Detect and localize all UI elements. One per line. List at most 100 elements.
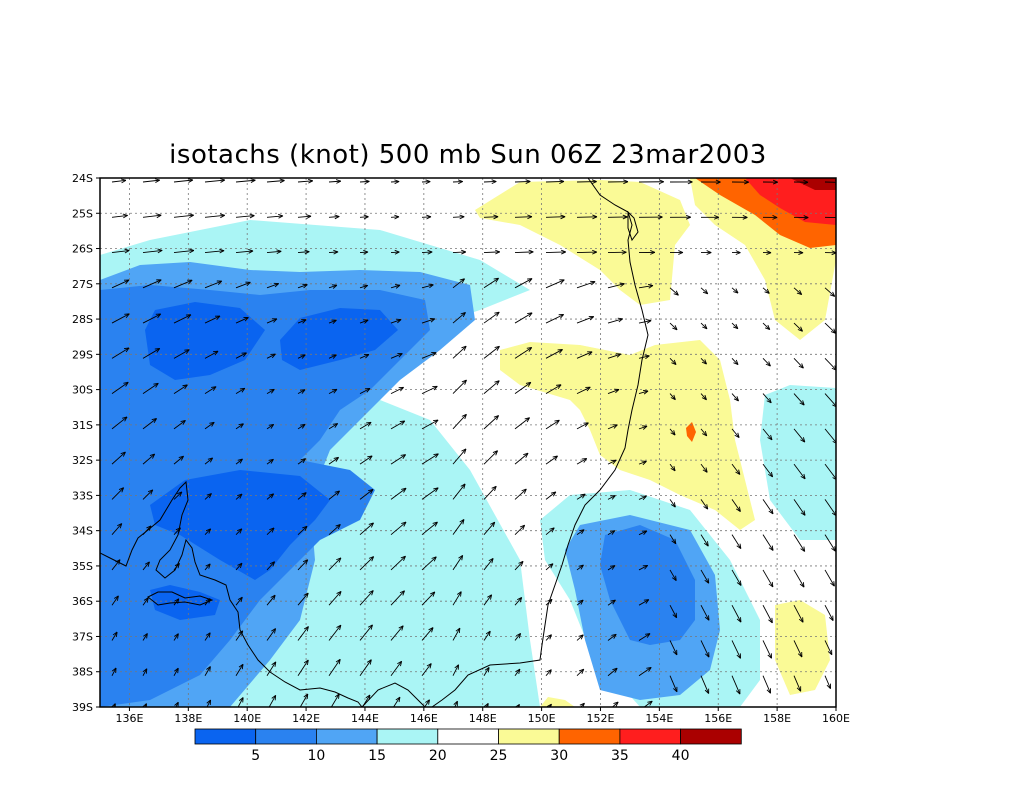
- wind-vector: [390, 521, 407, 536]
- wind-vector-head: [525, 381, 532, 387]
- wind-vector: [204, 563, 211, 571]
- wind-vector: [762, 640, 772, 659]
- wind-vector-head: [733, 288, 739, 294]
- wind-vector-head: [367, 624, 373, 630]
- wind-vector: [266, 318, 278, 324]
- wind-vector: [297, 626, 309, 641]
- wind-vector: [297, 215, 312, 218]
- wind-vector-head: [487, 594, 493, 600]
- wind-vector: [421, 556, 437, 571]
- wind-vector-head: [800, 546, 806, 552]
- colorbar-swatch: [498, 728, 560, 745]
- wind-vector: [297, 354, 306, 359]
- wind-vector-head: [641, 530, 648, 535]
- wind-vector: [361, 694, 371, 707]
- wind-vector: [204, 632, 211, 641]
- wind-vector-head: [613, 701, 619, 707]
- wind-vector-head: [523, 452, 529, 458]
- lon-tick-label: 140E: [233, 712, 261, 725]
- wind-vector: [545, 384, 562, 394]
- wind-vector-head: [187, 279, 193, 285]
- wind-vector-head: [524, 417, 530, 423]
- wind-vector-head: [333, 456, 340, 462]
- wind-vector-head: [644, 354, 650, 360]
- wind-vector: [643, 700, 653, 707]
- wind-vector-head: [241, 352, 247, 357]
- wind-vector-head: [702, 467, 708, 473]
- wind-vector: [824, 393, 836, 407]
- wind-vector-head: [800, 510, 806, 516]
- wind-vector: [206, 699, 211, 707]
- wind-vector-head: [703, 541, 709, 547]
- wind-vector: [328, 524, 341, 536]
- wind-vector-head: [767, 434, 773, 441]
- wind-vector-head: [560, 249, 566, 255]
- wind-vector-head: [302, 525, 308, 532]
- wind-vector-head: [592, 214, 598, 220]
- wind-vector: [545, 491, 557, 500]
- wind-vector: [731, 499, 741, 512]
- wind-vector-head: [621, 249, 627, 255]
- wind-vector-head: [331, 388, 338, 394]
- wind-vector: [328, 251, 339, 253]
- wind-vector: [607, 424, 618, 430]
- wind-vector-head: [526, 347, 533, 352]
- lat-tick-label: 24S: [72, 172, 93, 185]
- wind-vector-head: [245, 281, 251, 287]
- wind-vector: [142, 489, 154, 500]
- wind-vector: [452, 278, 465, 289]
- wind-vector-head: [122, 416, 128, 422]
- colorbar-swatch: [619, 728, 682, 745]
- wind-vector: [638, 355, 650, 359]
- wind-vector: [421, 385, 438, 395]
- wind-vector: [452, 591, 462, 606]
- wind-vector: [514, 181, 531, 183]
- wind-vector-head: [279, 178, 285, 184]
- wind-vector-head: [735, 506, 741, 512]
- wind-vector: [266, 283, 279, 289]
- wind-vector-head: [207, 457, 214, 463]
- wind-vector: [297, 284, 308, 289]
- wind-vector-head: [453, 700, 458, 707]
- wind-vector: [204, 350, 219, 359]
- wind-vector: [762, 463, 773, 478]
- wind-vector-head: [364, 388, 371, 393]
- lat-tick-label: 33S: [72, 489, 93, 502]
- wind-vector-head: [249, 213, 255, 219]
- wind-vector-head: [458, 554, 464, 561]
- lon-tick-label: 146E: [410, 712, 438, 725]
- wind-vector: [328, 423, 338, 430]
- wind-vector-head: [796, 720, 800, 725]
- colorbar-swatch: [194, 728, 257, 745]
- wind-vector: [793, 287, 803, 295]
- wind-vector: [824, 640, 833, 655]
- wind-vector-head: [578, 564, 584, 570]
- wind-vector-head: [397, 660, 403, 667]
- wind-vector: [235, 528, 243, 535]
- wind-vector-head: [799, 582, 805, 588]
- wind-vector: [297, 525, 308, 535]
- lat-lon-grid: [100, 178, 836, 707]
- wind-vector-head: [153, 382, 159, 388]
- wind-vector-head: [206, 493, 212, 499]
- wind-vector: [483, 181, 497, 183]
- wind-vector: [545, 455, 558, 465]
- wind-vector: [359, 216, 369, 218]
- wind-vector: [390, 660, 402, 676]
- wind-vector: [669, 393, 676, 400]
- wind-vector-head: [113, 595, 119, 601]
- wind-vector: [142, 179, 160, 183]
- wind-vector: [266, 527, 275, 535]
- wind-vector: [328, 180, 341, 183]
- wind-vector: [824, 569, 835, 587]
- wind-vector-head: [335, 179, 342, 184]
- wind-vector: [762, 322, 771, 330]
- wind-vectors: [111, 178, 836, 725]
- wind-vector: [328, 624, 342, 641]
- wind-vector-head: [517, 597, 523, 603]
- wind-vector: [514, 347, 532, 359]
- wind-vector: [142, 382, 159, 394]
- wind-vector: [514, 251, 534, 253]
- wind-vector-head: [494, 311, 500, 317]
- wind-vector-head: [558, 314, 565, 319]
